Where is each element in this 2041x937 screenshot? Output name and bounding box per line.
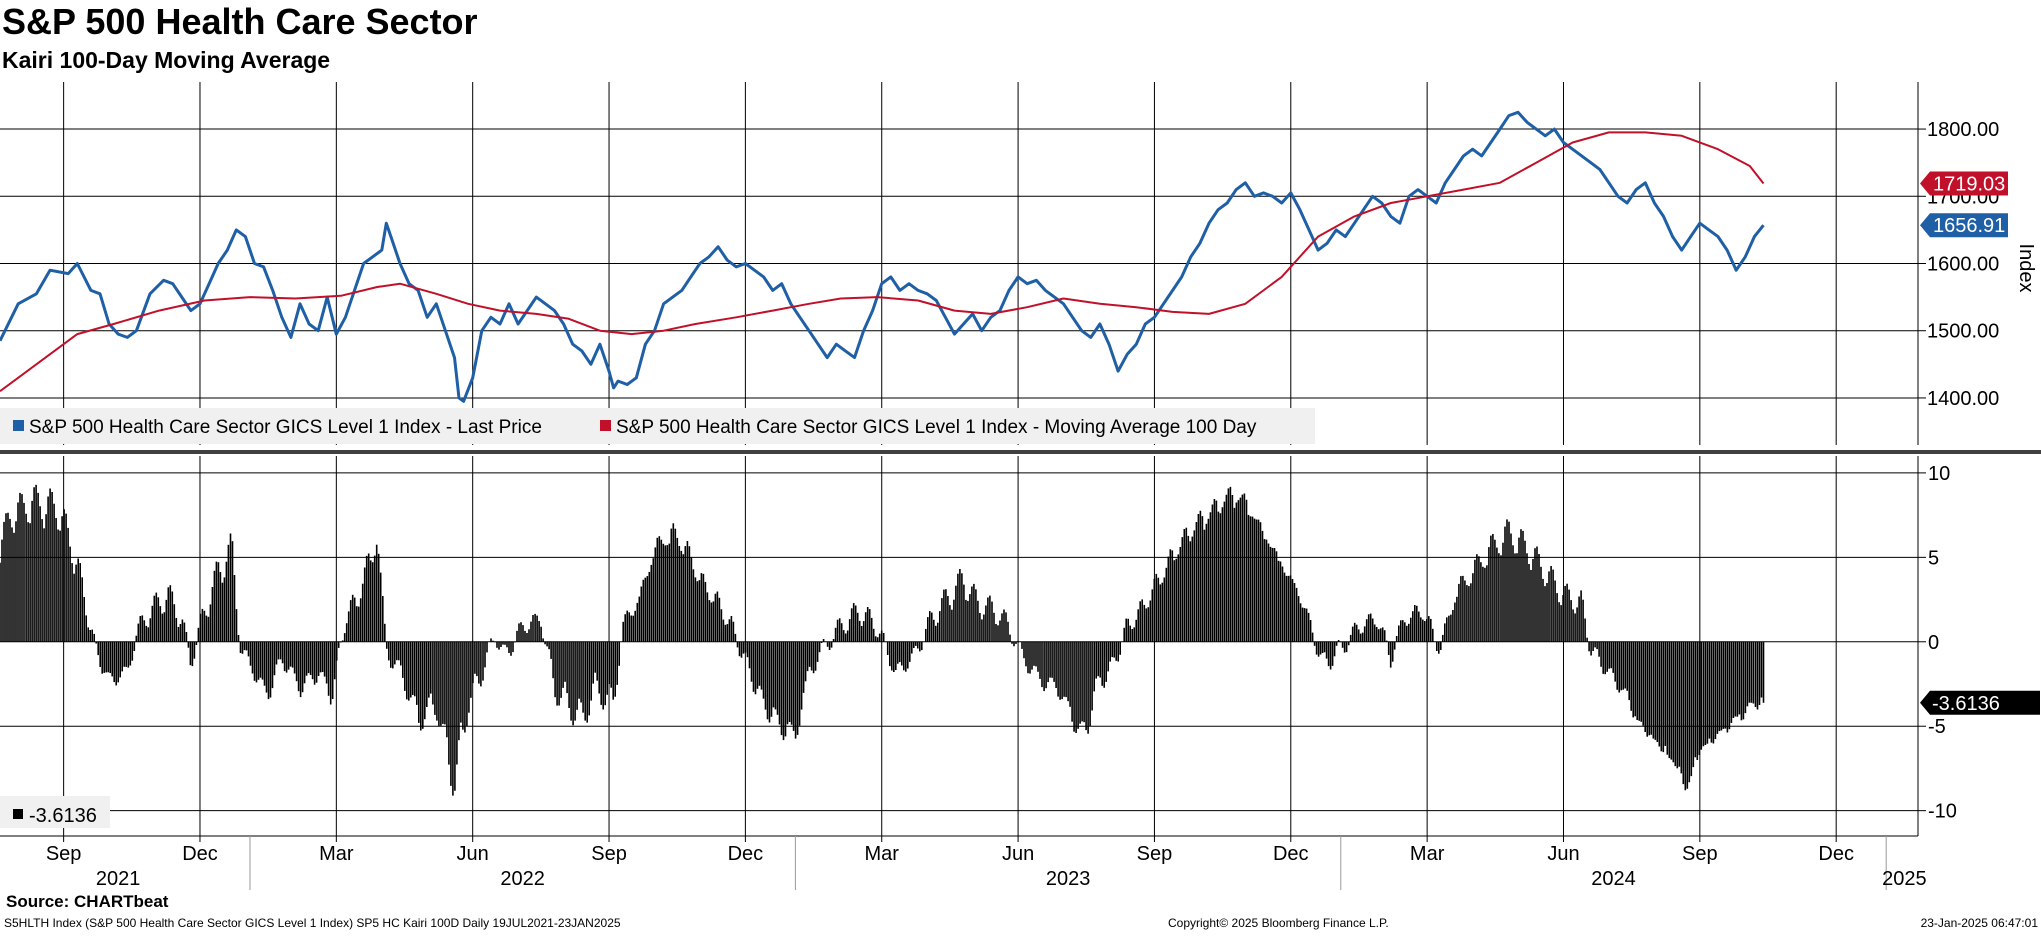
x-tick-label-year: 2023 — [1046, 868, 1091, 890]
legend-swatch-price — [13, 420, 24, 431]
x-tick-label-month: Sep — [1682, 843, 1718, 865]
x-tick-label-month: Mar — [1410, 843, 1445, 865]
bottom-y-tick-label: -5 — [1928, 716, 1946, 738]
legend-label-price: S&P 500 Health Care Sector GICS Level 1 … — [29, 417, 542, 438]
top-legend: S&P 500 Health Care Sector GICS Level 1 … — [0, 408, 1315, 444]
bottom-y-axis: -10 -5 0 5 10 -3.6136 — [1917, 456, 2040, 836]
footer-copyright: Copyright© 2025 Bloomberg Finance L.P. — [1168, 916, 1389, 930]
bottom-panel-bars — [0, 484, 1765, 796]
bottom-panel-grid — [0, 456, 1918, 836]
x-tick-label-year: 2021 — [96, 868, 141, 890]
ma-last-value-flag: 1719.03 — [1920, 171, 2008, 196]
footer-description: S5HLTH Index (S&P 500 Health Care Sector… — [4, 916, 621, 930]
x-tick-label-month: Sep — [591, 843, 627, 865]
flag-label: -3.6136 — [1932, 693, 2000, 715]
top-y-tick-label: 1400.00 — [1927, 388, 1999, 410]
x-tick-label-month: Dec — [728, 843, 764, 865]
moving-average-line — [0, 131, 1765, 393]
top-y-axis: 1400.001500.001600.001700.001800.001656.… — [1917, 82, 2008, 445]
legend-label-kairi: -3.6136 — [29, 805, 97, 827]
top-panel-grid — [0, 82, 1918, 445]
flag-label: 1656.91 — [1933, 215, 2005, 237]
top-y-tick-label: 1800.00 — [1927, 119, 1999, 141]
kairi-last-value-flag: -3.6136 — [1920, 690, 2040, 715]
top-y-tick-label: 1600.00 — [1927, 254, 1999, 276]
chart-title: S&P 500 Health Care Sector — [2, 1, 478, 42]
top-y-tick-label: 1500.00 — [1927, 321, 1999, 343]
x-tick-label-month: Sep — [46, 843, 82, 865]
top-panel-lines — [0, 110, 1765, 403]
flag-shape — [1920, 171, 2008, 196]
x-tick-label-month: Mar — [319, 843, 354, 865]
bottom-y-tick-label: 5 — [1928, 547, 1939, 569]
x-tick-label-month: Jun — [457, 843, 489, 865]
source-label: Source: CHARTbeat — [6, 892, 169, 911]
x-tick-label-year: 2022 — [500, 868, 545, 890]
legend-label-ma: S&P 500 Health Care Sector GICS Level 1 … — [616, 417, 1257, 438]
bottom-y-tick-label: 10 — [1928, 463, 1950, 485]
panel-separator[interactable] — [0, 450, 2041, 454]
x-tick-label-year: 2025 — [1882, 868, 1927, 890]
legend-swatch-ma — [600, 420, 611, 431]
flag-label: 1719.03 — [1933, 173, 2005, 195]
x-tick-label-month: Jun — [1547, 843, 1579, 865]
x-tick-label-year: 2024 — [1591, 868, 1636, 890]
chart-subtitle: Kairi 100-Day Moving Average — [2, 47, 330, 73]
y-axis-label-index: Index — [2015, 244, 2037, 293]
price-line — [0, 110, 1765, 403]
footer-timestamp: 23-Jan-2025 06:47:01 — [1921, 916, 2039, 930]
x-tick-label-month: Dec — [1818, 843, 1854, 865]
flag-shape — [1920, 213, 2008, 238]
x-tick-label-month: Dec — [182, 843, 218, 865]
bottom-y-tick-label: 0 — [1928, 632, 1939, 654]
legend-swatch-kairi — [13, 809, 23, 819]
bottom-y-tick-label: -10 — [1928, 801, 1957, 823]
x-tick-label-month: Sep — [1137, 843, 1173, 865]
flag-shape — [1920, 690, 2040, 715]
price-last-value-flag: 1656.91 — [1920, 213, 2008, 238]
x-tick-label-month: Jun — [1002, 843, 1034, 865]
x-tick-label-month: Dec — [1273, 843, 1309, 865]
bottom-legend: -3.6136 — [0, 796, 110, 828]
x-tick-label-month: Mar — [865, 843, 900, 865]
top-legend-background — [0, 408, 1315, 444]
x-axis: Sep Dec Mar Jun Sep Dec Mar Jun Sep Dec Mar Jun Sep D… — [0, 835, 1927, 890]
